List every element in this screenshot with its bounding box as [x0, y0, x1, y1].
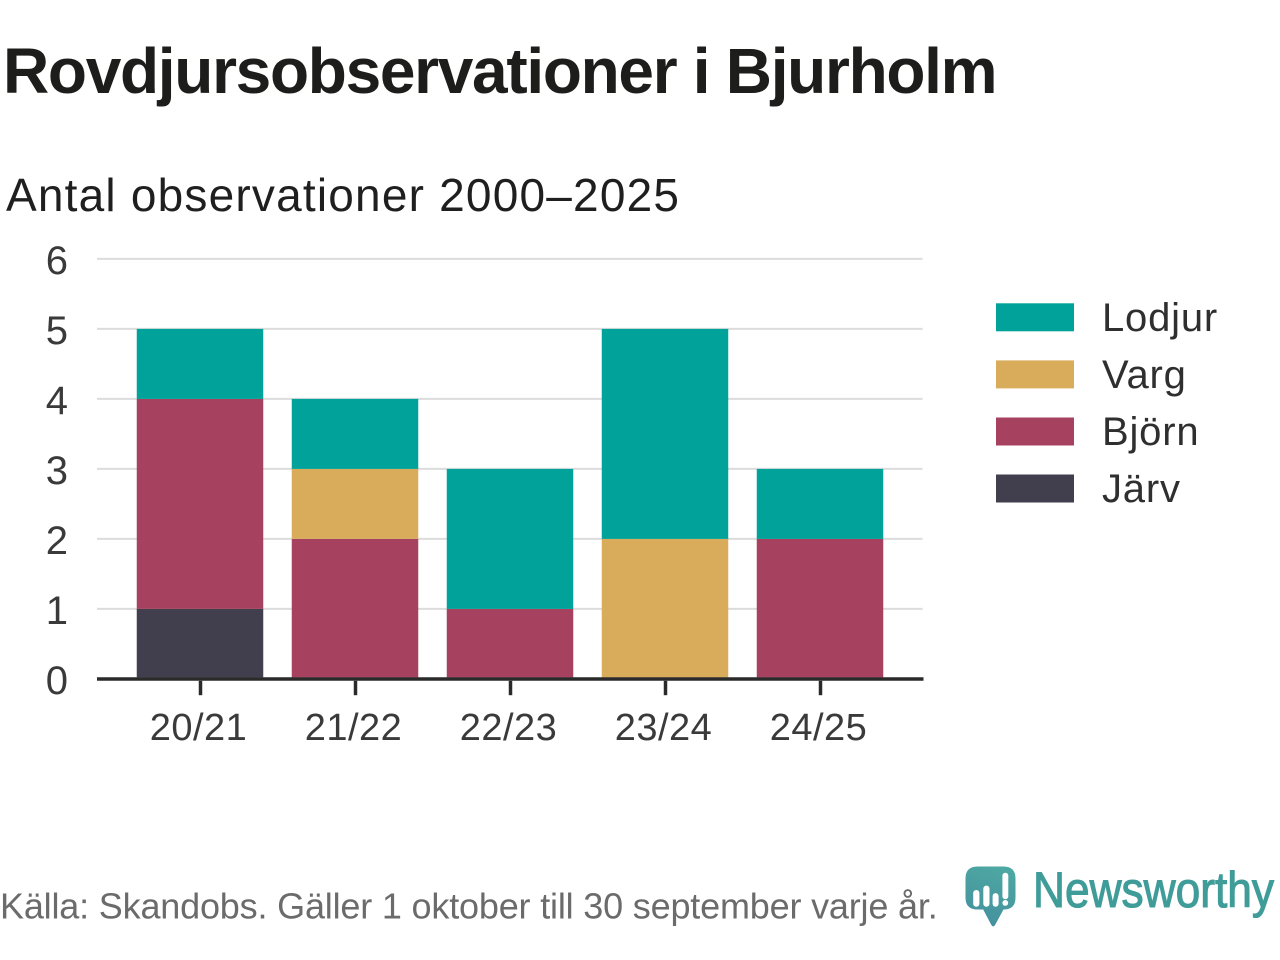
- svg-text:22/23: 22/23: [460, 707, 558, 749]
- svg-text:21/22: 21/22: [305, 707, 403, 749]
- svg-text:Varg: Varg: [1102, 353, 1187, 397]
- svg-text:Antal observationer 2000–2025: Antal observationer 2000–2025: [6, 169, 680, 221]
- svg-text:2: 2: [46, 519, 68, 563]
- svg-text:20/21: 20/21: [150, 707, 248, 749]
- svg-text:24/25: 24/25: [770, 707, 868, 749]
- svg-text:Newsworthy: Newsworthy: [1033, 862, 1274, 918]
- svg-text:1: 1: [46, 589, 68, 633]
- svg-text:Rovdjursobservationer i Bjurho: Rovdjursobservationer i Bjurholm: [3, 35, 996, 107]
- svg-text:Järv: Järv: [1102, 467, 1181, 511]
- svg-text:4: 4: [46, 379, 68, 423]
- svg-text:3: 3: [46, 449, 68, 493]
- svg-text:5: 5: [46, 309, 68, 353]
- svg-text:6: 6: [46, 239, 68, 283]
- svg-text:0: 0: [46, 659, 68, 703]
- svg-text:23/24: 23/24: [615, 707, 713, 749]
- svg-text:Lodjur: Lodjur: [1102, 296, 1218, 340]
- svg-text:Björn: Björn: [1102, 410, 1199, 454]
- svg-text:Källa: Skandobs. Gäller 1 okto: Källa: Skandobs. Gäller 1 oktober till 3…: [0, 886, 938, 927]
